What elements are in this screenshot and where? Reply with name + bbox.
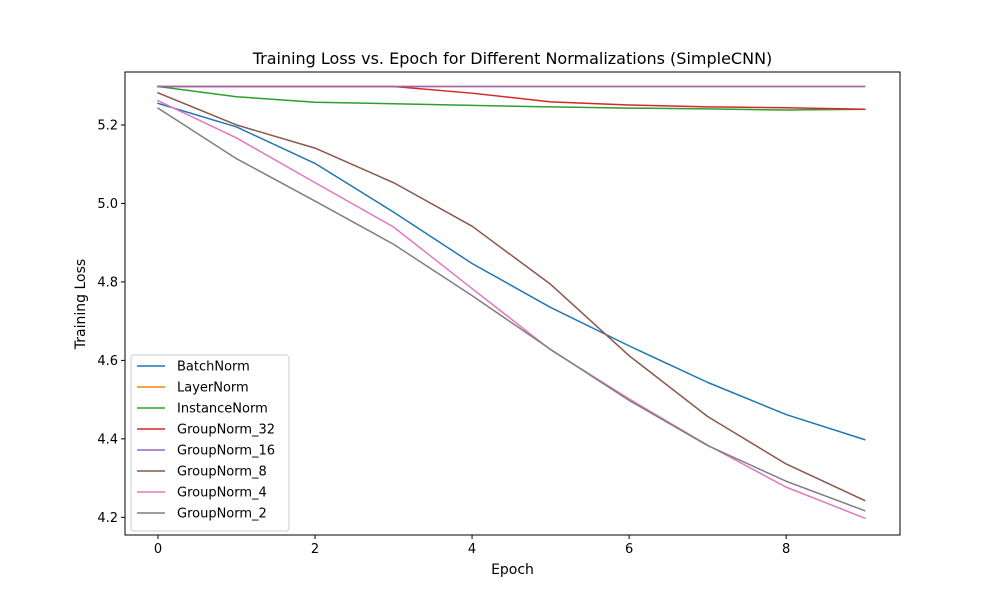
plot-frame [124,71,901,536]
chart-title: Training Loss vs. Epoch for Different No… [252,49,773,68]
legend-box [130,354,290,532]
plot-area [156,85,866,520]
series-line-instancenorm [157,85,866,111]
y-tick-label: 4.8 [97,275,118,290]
y-tick-label: 4.4 [97,432,118,447]
legend-label: GroupNorm_8 [177,465,267,480]
legend-label: GroupNorm_32 [177,423,275,438]
legend-label: LayerNorm [177,381,249,396]
legend-label: GroupNorm_4 [177,486,267,501]
x-tick-label: 0 [154,542,162,557]
y-tick-label: 4.2 [97,511,118,526]
series-line-groupnorm-4 [156,99,866,520]
legend-label: GroupNorm_2 [177,507,267,522]
y-tick-label: 4.6 [97,354,118,369]
x-tick-label: 2 [311,542,319,557]
series-line-groupnorm-8 [157,91,866,502]
series-line-groupnorm-2 [156,107,866,512]
legend-label: BatchNorm [177,360,250,375]
y-axis-ticks: 4.2 4.4 4.6 4.8 5.0 5.2 [97,118,125,526]
legend-label: InstanceNorm [177,402,268,417]
y-tick-label: 5.2 [97,118,118,133]
x-axis-ticks: 0 2 4 6 8 [154,535,790,557]
legend: BatchNorm LayerNorm InstanceNorm GroupNorm_… [130,354,290,532]
legend-label: GroupNorm_16 [177,444,275,459]
x-tick-label: 6 [625,542,633,557]
y-axis-label: Training Loss [73,259,89,350]
series-line-batchnorm [157,102,866,441]
x-axis-label: Epoch [491,562,534,578]
x-tick-label: 8 [782,542,790,557]
x-tick-label: 4 [468,542,476,557]
y-tick-label: 5.0 [97,197,118,212]
